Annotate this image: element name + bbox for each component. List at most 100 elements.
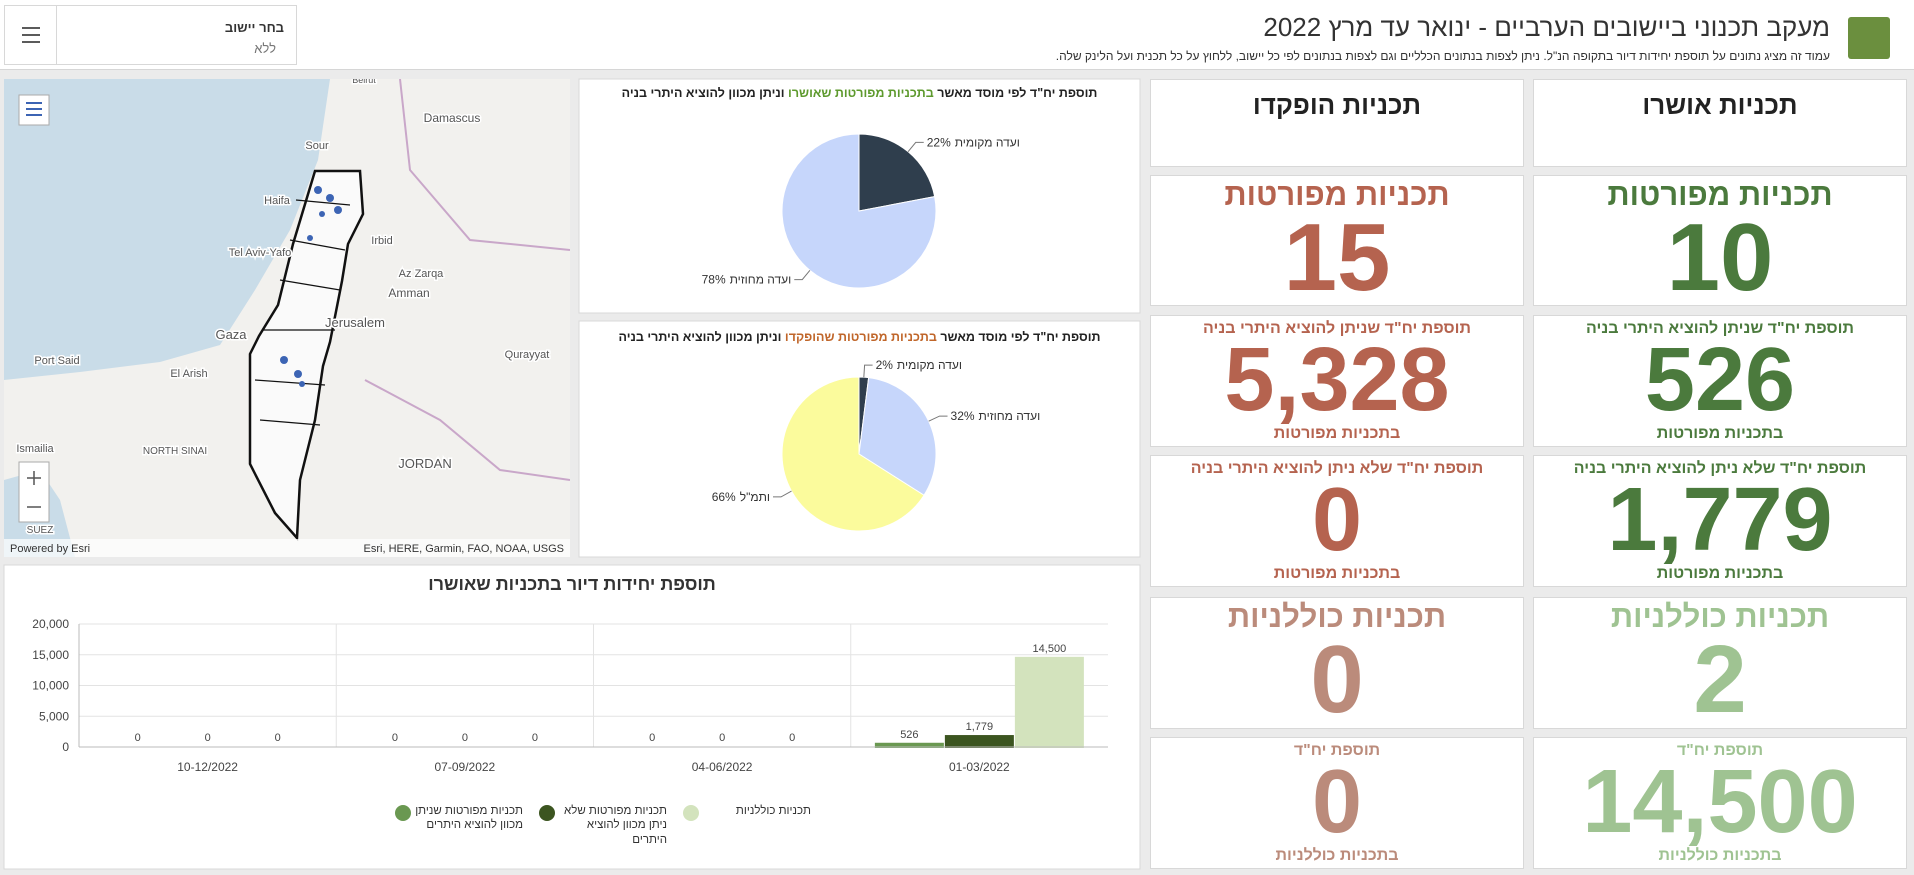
selector-label: בחר יישוב [224, 20, 284, 35]
pie-title: תוספת יח"ד לפי מוסד מאשר בתכניות מפורטות… [579, 330, 1140, 344]
legend-item: תכניות כוללניות [683, 804, 811, 847]
card-title: תכניות מפורטות [1607, 176, 1833, 212]
card-value: 15 [1283, 203, 1391, 306]
pie-title-part: וניתן מכוון להוציא היתרי בניה [621, 86, 789, 100]
header: מעקב תכנוני ביישובים הערביים - ינואר עד … [0, 0, 1914, 70]
legend-label: תכניות מפורטות שניתן מכוון להוציא היתרים [415, 805, 523, 832]
settlement-selector[interactable]: בחר יישוב ללא [56, 5, 297, 65]
legend-item: תכניות מפורטות שלא ניתן מכוון להוציא הית… [539, 804, 667, 847]
card-value: 0 [1311, 470, 1363, 571]
card-title: תוספת יח"ד [1676, 742, 1764, 760]
map-border [364, 379, 570, 481]
map-place-label: Tel Aviv-Yafo [229, 247, 292, 259]
legend-item: תכניות מפורטות שניתן מכוון להוציא היתרים [395, 804, 523, 847]
map-sea [4, 79, 330, 380]
page-subtitle: עמוד זה מציג נתונים על תוספת יחידות דיור… [1055, 49, 1830, 63]
pie-label-value: 78% [702, 273, 726, 287]
pie-label: ועדה מקומית2% [876, 358, 962, 372]
bar-value-label: 0 [205, 732, 211, 744]
card-value: 5,328 [1224, 330, 1450, 431]
bar-value-label: 1,779 [966, 721, 994, 733]
pie-label: ועדה מקומית 22% [927, 135, 1020, 149]
card-title: תכניות כוללניות [1610, 599, 1830, 635]
bar [1014, 656, 1084, 749]
pie-leader [794, 270, 811, 281]
bar-value-label: 0 [719, 732, 725, 744]
card-subtitle: בתכניות כוללניות [1658, 846, 1782, 864]
pie-label-name: ועדה מחוזית [730, 273, 792, 287]
card-title: תוספת יח"ד שניתן להוציא היתרי בניה [1203, 320, 1471, 338]
card-value: 1,779 [1607, 470, 1833, 571]
card-subtitle: בתכניות מפורטות [1273, 564, 1401, 582]
indicator-card: תוספת יח"ד שניתן להוציא היתרי בניה 5,328 ב… [1150, 315, 1524, 447]
pie-label-value: 2% [876, 358, 894, 372]
bar-value-label: 0 [789, 732, 795, 744]
card-subtitle: בתכניות מפורטות [1656, 424, 1784, 442]
x-tick-label: 07-09/2022 [435, 760, 496, 774]
y-tick-label: 0 [62, 740, 69, 754]
legend-label: תכניות מפורטות שלא ניתן מכוון להוציא הית… [564, 805, 667, 846]
indicator-card: תכניות כוללניות 2 [1533, 597, 1907, 729]
legend-swatch [539, 805, 555, 821]
card-subtitle: בתכניות כוללניות [1275, 846, 1399, 864]
bar-panel [3, 564, 1141, 870]
card-value: 10 [1666, 203, 1774, 306]
map-place-label: El Arish [170, 368, 207, 380]
map-place-label: Irbid [371, 235, 392, 247]
card-value: 2 [1693, 626, 1747, 729]
map: Beirut Damascus Sour Haifa Irbid Tel Aviv-Yaf… [4, 79, 570, 557]
card-title: תכניות מפורטות [1224, 176, 1450, 212]
x-tick-label: 10-12/2022 [177, 760, 238, 774]
y-tick-label: 20,000 [32, 617, 69, 631]
indicator-card: תוספת יח"ד 14,500 בתכניות כוללניות [1533, 737, 1907, 869]
pie-leader [773, 490, 792, 498]
pie-leader [907, 141, 924, 152]
map-place-label: Sour [305, 140, 329, 152]
card-value: 0 [1310, 626, 1364, 729]
bar-value-label: 14,500 [1033, 643, 1067, 655]
indicator-card: תוספת יח"ד שלא ניתן להוציא היתרי בניה 0 בת… [1150, 455, 1524, 587]
pie-label: ותמ"ל 66% [712, 490, 770, 504]
logo [1848, 17, 1890, 59]
pie-label-name: ועדה מחוזית [979, 409, 1041, 423]
bar-value-label: 526 [900, 729, 918, 741]
map-place-label: JORDAN [398, 456, 451, 471]
menu-icon [22, 27, 40, 43]
map-place-label: Qurayyat [505, 349, 550, 361]
card-value: 0 [1311, 752, 1363, 853]
attribution-bar [4, 539, 570, 557]
x-tick-label: 04-06/2022 [692, 760, 753, 774]
indicator-card: תכניות מפורטות 10 [1533, 175, 1907, 306]
card-title: תוספת יח"ד שניתן להוציא היתרי בניה [1586, 320, 1854, 338]
map-place-label: Port Said [34, 355, 79, 367]
card-title: תכניות כוללניות [1227, 599, 1447, 635]
indicator-card: תוספת יח"ד 0 בתכניות כוללניות [1150, 737, 1524, 869]
card-value: 14,500 [1582, 752, 1858, 853]
selector-value: ללא [254, 41, 276, 56]
pie-label-name: ועדה מקומית [955, 135, 1020, 149]
bar-legend: תכניות מפורטות שניתן מכוון להוציא היתרים… [395, 804, 811, 847]
indicator-card: תכניות כוללניות 0 [1150, 597, 1524, 729]
x-tick-label: 01-03/2022 [949, 760, 1010, 774]
map-outline [248, 169, 365, 542]
bar [944, 735, 1014, 748]
legend-label: תכניות כוללניות [735, 805, 811, 817]
map-credits: Powered by Esri [10, 543, 90, 555]
card-heading: תכניות אושרו [1642, 90, 1798, 120]
map-place-label: SUEZ [27, 525, 54, 536]
indicator-card: תוספת יח"ד שלא ניתן להוציא היתרי בניה 1,7… [1533, 455, 1907, 587]
pie-title-part: תוספת יח"ד לפי מוסד מאשר [936, 330, 1101, 344]
card-subtitle: בתכניות מפורטות [1273, 424, 1401, 442]
pie-label: ועדה מחוזית 78% [702, 273, 792, 287]
map-place-label: Jerusalem [325, 315, 385, 330]
indicator-card: תכניות אושרו [1533, 79, 1907, 167]
indicator-card: תכניות הופקדו [1150, 79, 1524, 167]
menu-button[interactable] [4, 5, 57, 65]
card-heading: תכניות הופקדו [1252, 90, 1422, 120]
map-place-label: Damascus [424, 111, 481, 125]
map-points [280, 186, 342, 387]
pie-label-value: 66% [712, 490, 736, 504]
map-place-label: Haifa [264, 195, 291, 207]
map-place-label: Ismailia [16, 443, 54, 455]
